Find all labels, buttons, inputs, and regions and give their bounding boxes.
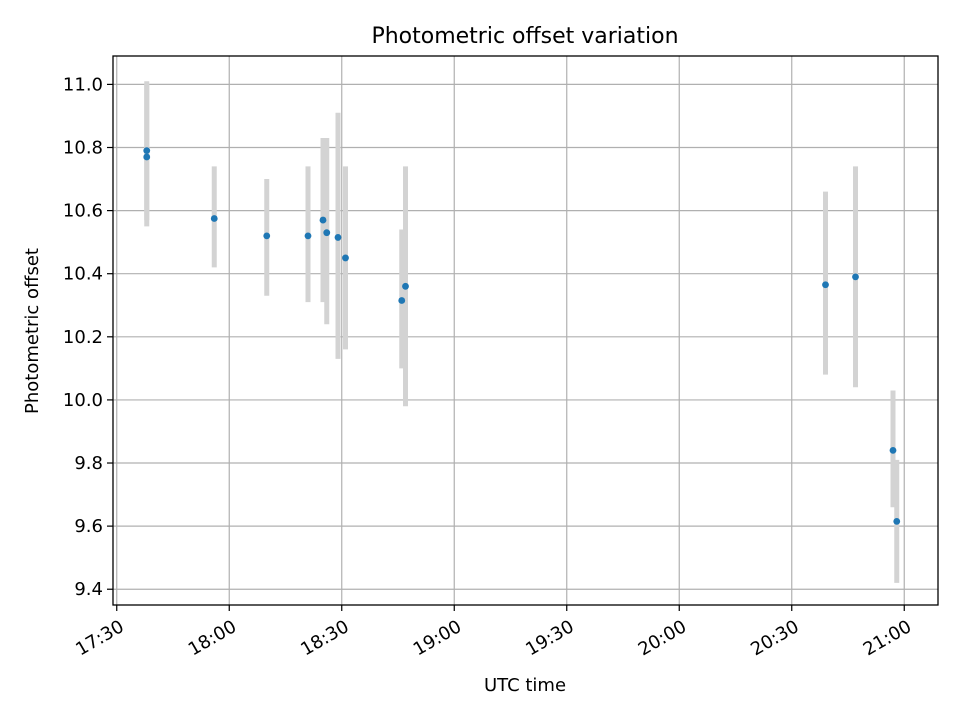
data-point (143, 153, 151, 161)
x-tick-label: 17:30 (72, 616, 127, 660)
y-axis-label: Photometric offset (22, 248, 43, 414)
x-tick-label: 18:30 (297, 616, 352, 660)
x-tick-label: 21:00 (860, 616, 915, 660)
data-point (893, 517, 901, 525)
data-point (263, 232, 271, 240)
y-tick-label: 10.8 (63, 138, 103, 159)
x-axis-label: UTC time (484, 675, 566, 696)
y-tick-label: 10.4 (63, 264, 103, 285)
point-layer (143, 147, 901, 525)
grid-layer (113, 56, 938, 605)
y-tick-label: 10.6 (63, 201, 103, 222)
y-tick-label: 10.0 (63, 390, 103, 411)
data-point (822, 281, 829, 289)
tick-layer: 17:30 18:00 18:30 19:00 19:30 20:00 20:30 21:00… (63, 74, 915, 660)
y-tick-label: 11.0 (63, 74, 103, 95)
errorbar-layer (144, 81, 900, 583)
data-point (143, 147, 151, 155)
x-tick-label: 19:00 (410, 616, 465, 660)
plot-frame (112, 55, 939, 606)
data-point (319, 216, 327, 224)
y-tick-label: 9.6 (74, 516, 103, 537)
data-point (334, 234, 342, 241)
data-point (304, 232, 312, 240)
y-tick-label: 9.4 (74, 579, 103, 600)
chart-title: Photometric offset variation (371, 24, 678, 49)
data-point (402, 282, 409, 290)
data-point (342, 254, 349, 262)
y-tick-label: 9.8 (74, 453, 103, 474)
data-point (210, 215, 218, 222)
x-tick-label: 19:30 (522, 616, 577, 660)
data-point (398, 297, 406, 304)
x-tick-label: 18:00 (185, 616, 240, 660)
x-tick-label: 20:00 (635, 616, 690, 660)
data-point (889, 446, 897, 454)
x-tick-label: 20:30 (747, 616, 802, 660)
data-point (323, 229, 331, 237)
data-point (852, 273, 859, 281)
y-tick-label: 10.2 (63, 327, 103, 348)
